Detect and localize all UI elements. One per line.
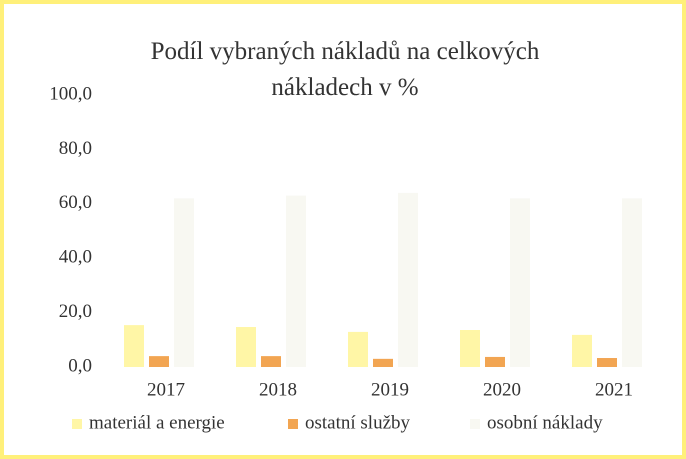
x-tick-label: 2020 [483,379,521,400]
bar [286,195,306,367]
x-tick-label: 2017 [147,379,185,400]
bar [485,356,505,367]
legend-label: osobní náklady [487,412,603,433]
legend-marker [470,419,480,429]
bar [398,192,418,367]
bar [572,334,592,367]
y-tick-label: 0,0 [68,355,92,376]
x-tick-label: 2018 [259,379,297,400]
bar [373,358,393,367]
bar [149,356,169,367]
bar [124,325,144,367]
x-tick-label: 2019 [371,379,409,400]
bar [174,198,194,367]
y-tick-label: 60,0 [59,192,92,213]
x-tick-label: 2021 [595,379,633,400]
bar [236,327,256,367]
bar [510,198,530,367]
bar [348,331,368,367]
legend-marker [288,419,298,429]
chart-title: Podíl vybraných nákladů na celkových nák… [150,38,540,101]
bar [460,330,480,367]
legend-label: materiál a energie [89,412,225,433]
bar [622,198,642,367]
y-tick-label: 80,0 [59,138,92,159]
y-tick-label: 100,0 [49,83,92,104]
legend-label: ostatní služby [305,412,411,433]
y-tick-label: 20,0 [59,301,92,322]
y-tick-label: 40,0 [59,247,92,268]
legend-marker [72,419,82,429]
bar [597,358,617,367]
bar [261,356,281,367]
